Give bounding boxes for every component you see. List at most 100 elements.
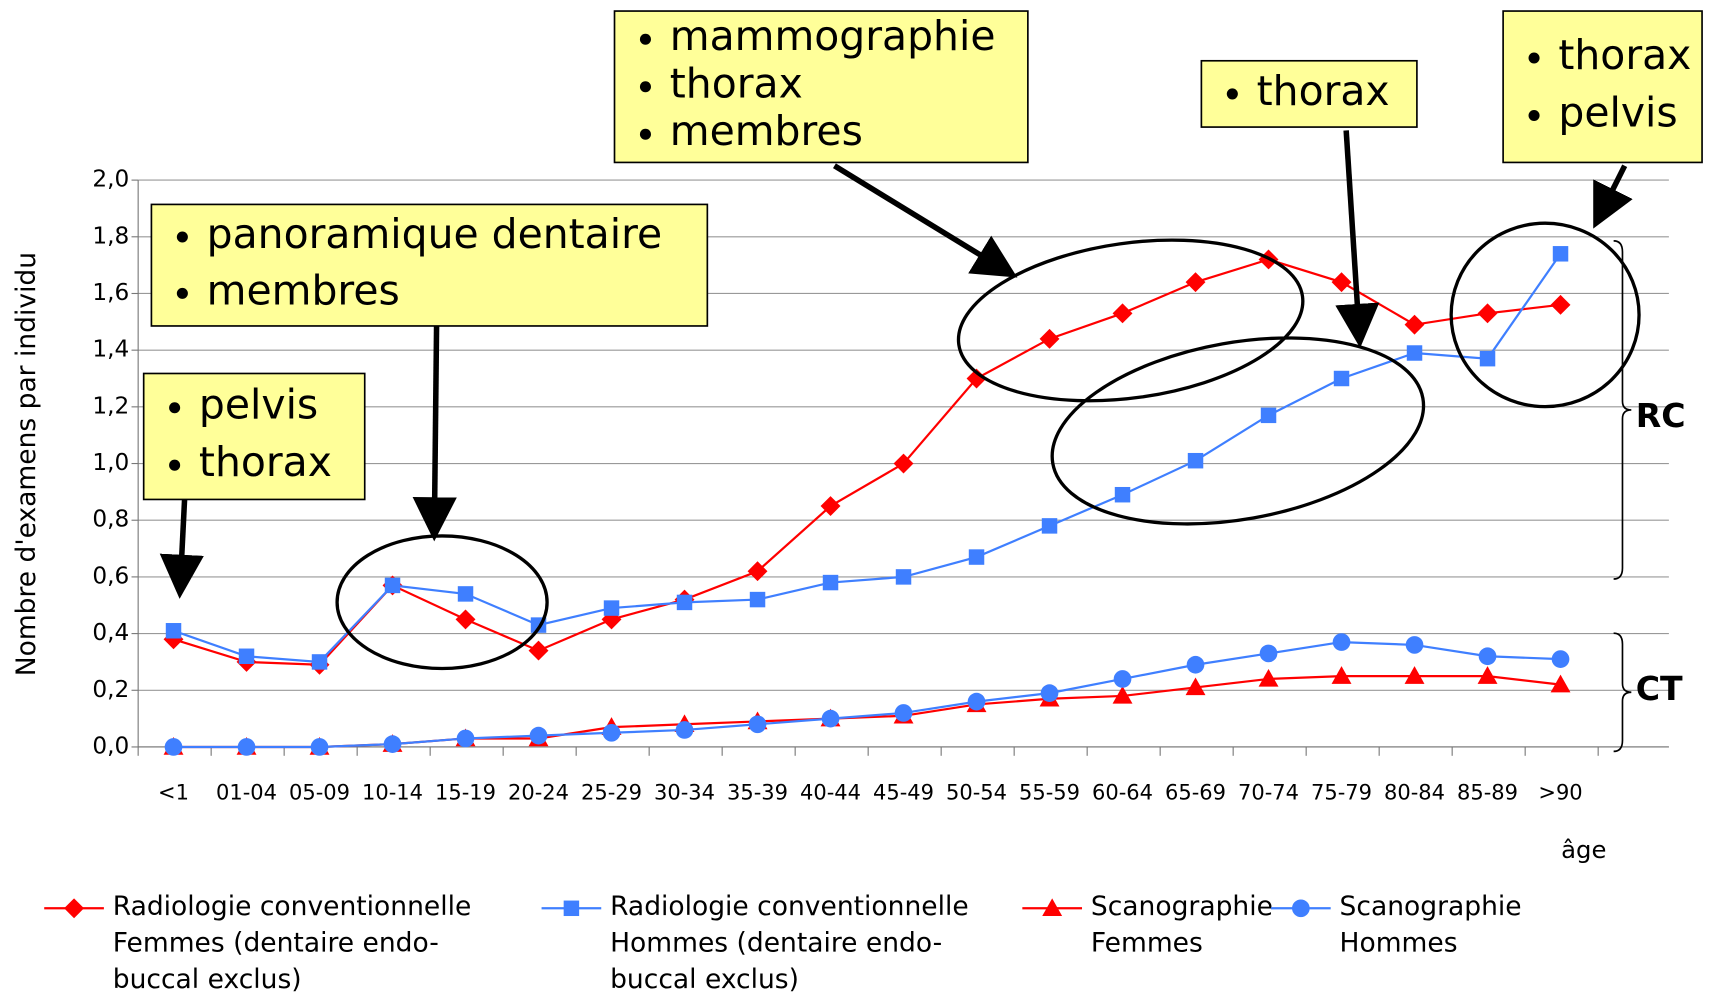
annotation-text: panoramique dentaire [207,210,662,258]
highlight-ellipse [1449,221,1641,409]
y-tick-label: 1,8 [92,222,129,249]
marker [1039,328,1060,349]
bullet [1528,109,1540,121]
arrow [1335,130,1380,349]
marker [1185,272,1206,293]
annotation-text: thorax [670,60,803,108]
x-tick-label: 20-24 [508,780,569,804]
marker [1042,898,1063,917]
marker [749,591,766,608]
marker [1186,655,1205,674]
marker [384,577,401,594]
marker [820,496,841,516]
marker [165,623,182,639]
marker [822,574,839,591]
marker [894,704,913,722]
annotation-text: membres [207,266,400,314]
bullet [1226,88,1238,100]
marker [529,726,548,745]
marker [1331,666,1352,684]
marker [1478,647,1497,666]
marker [968,549,985,565]
marker [1185,677,1206,696]
marker [893,453,914,474]
marker [237,738,256,756]
marker [1479,350,1496,367]
marker [1114,486,1131,503]
arrow [833,163,1018,278]
arrow [412,325,457,542]
y-tick-label: 0,8 [92,506,129,533]
bullet [639,33,651,45]
series-line [173,253,1562,664]
bullet [169,459,181,471]
legend-item: Radiologie conventionnelle Hommes (denta… [610,891,969,995]
annotation-text: pelvis [199,381,318,429]
marker [1404,666,1425,684]
x-tick-label: 60-64 [1092,780,1153,804]
y-axis-label: Nombre d'examens par individu [11,252,42,676]
annotation-text: thorax [199,438,332,486]
legend-label: Scanographie Femmes [1090,890,1273,959]
brace-label: CT [1636,669,1683,708]
annotation-text: thorax [1558,31,1691,79]
legend-item: Scanographie Femmes [1090,890,1273,959]
x-tick-label: 05-09 [289,780,350,804]
x-tick-label: <1 [158,780,189,804]
y-tick-label: 1,2 [92,392,129,419]
marker [1331,272,1352,293]
annotation-box [1502,10,1703,164]
x-tick-label: 65-69 [1165,780,1226,804]
annotation-text: mammographie [670,12,996,60]
series-line [173,258,1561,666]
marker [1041,518,1058,534]
marker [1292,899,1310,918]
marker [967,692,986,711]
marker [1332,633,1351,651]
marker [1113,670,1132,688]
x-tick-label: 01-04 [216,780,277,804]
legend-item: Scanographie Hommes [1339,890,1522,959]
x-tick-label: 30-34 [654,780,715,804]
x-tick-label: 85-89 [1457,780,1518,804]
y-tick-label: 0,6 [92,562,129,589]
marker [1405,636,1424,654]
marker [1259,644,1278,663]
y-tick-label: 1,6 [92,279,129,306]
annotation-box [150,203,709,327]
y-tick-label: 2,0 [92,166,129,193]
x-tick-label: 35-39 [727,780,788,804]
marker [563,900,580,917]
bullet [176,287,188,299]
bullet [176,231,188,243]
arrow [159,499,204,599]
y-tick-label: 0,0 [92,732,129,759]
x-axis-label: âge [1561,835,1606,864]
series-line [173,640,1561,749]
brace [1613,632,1632,753]
x-tick-label: 50-54 [946,780,1007,804]
marker [1187,452,1204,469]
annotation-box [142,372,366,501]
marker [1551,650,1570,668]
y-tick-label: 0,4 [92,619,129,646]
marker [1258,668,1279,687]
marker [528,640,549,661]
x-tick-label: 25-29 [581,780,642,804]
highlight-ellipse [335,534,549,671]
marker [238,648,255,664]
marker [1550,294,1571,315]
x-tick-label: >90 [1538,780,1582,804]
marker [64,898,84,919]
marker [1260,407,1277,424]
marker [456,729,475,748]
marker [455,609,476,630]
legend-label: Scanographie Hommes [1339,890,1522,959]
marker [821,709,840,728]
marker [1333,370,1350,387]
annotation-text: pelvis [1558,88,1677,136]
marker [1477,666,1498,684]
brace [1613,240,1632,580]
marker [1112,303,1133,324]
marker [603,600,620,616]
